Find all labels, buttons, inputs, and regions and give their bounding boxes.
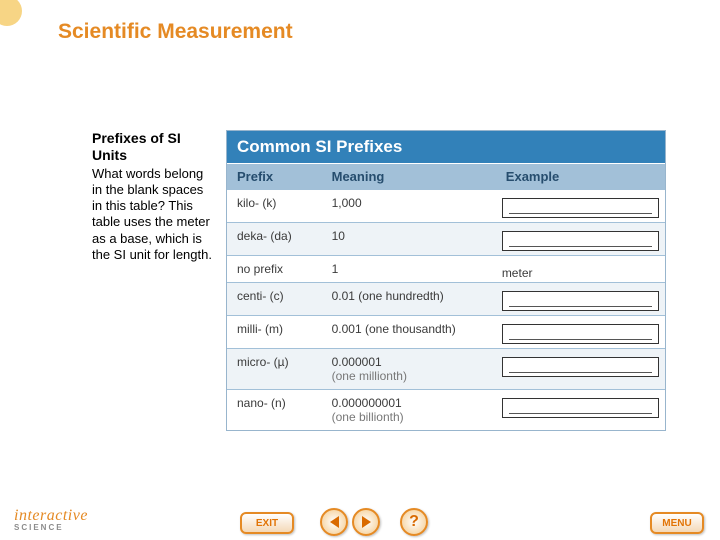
blank-input[interactable] [502,231,659,251]
table-row: micro- (µ)0.000001(one millionth) [227,348,665,389]
table-row: milli- (m)0.001 (one thousandth) [227,315,665,348]
table-row: centi- (c)0.01 (one hundredth) [227,282,665,315]
cell-meaning: 1,000 [322,190,496,222]
help-button[interactable]: ? [400,508,428,536]
cell-example[interactable] [496,283,665,315]
cell-meaning: 1 [322,256,496,282]
table-row: no prefix1 meter [227,255,665,282]
col-header-meaning: Meaning [322,164,496,189]
cell-meaning: 0.001 (one thousandth) [322,316,496,348]
col-header-example: Example [496,164,665,189]
cell-example[interactable] [496,316,665,348]
cell-example: meter [496,256,665,282]
cell-example[interactable] [496,190,665,222]
content-area: Prefixes of SI Units What words belong i… [92,130,672,431]
cell-prefix: nano- (n) [227,390,322,430]
cell-prefix: deka- (da) [227,223,322,255]
blank-input[interactable] [502,198,659,218]
blank-input[interactable] [502,357,659,377]
sidebar-body: What words belong in the blank spaces in… [92,166,216,264]
blank-input[interactable] [502,398,659,418]
cell-prefix: milli- (m) [227,316,322,348]
si-prefix-table: Common SI Prefixes Prefix Meaning Exampl… [226,130,666,431]
cell-example[interactable] [496,349,665,389]
table-row: deka- (da)10 [227,222,665,255]
blank-input[interactable] [502,291,659,311]
table-header-row: Prefix Meaning Example [227,163,665,189]
cell-example[interactable] [496,223,665,255]
sidebar-heading: Prefixes of SI Units [92,130,216,164]
corner-decoration [0,0,112,120]
page-title: Scientific Measurement [58,20,293,44]
footer-bar: interactive SCIENCE EXIT ? MENU [0,500,720,540]
exit-button[interactable]: EXIT [240,512,294,534]
cell-prefix: no prefix [227,256,322,282]
deco-circle [0,0,22,26]
cell-prefix: centi- (c) [227,283,322,315]
cell-prefix: micro- (µ) [227,349,322,389]
cell-meaning: 0.000001(one millionth) [322,349,496,389]
cell-meaning: 10 [322,223,496,255]
sidebar-text: Prefixes of SI Units What words belong i… [92,130,226,263]
cell-example[interactable] [496,390,665,430]
col-header-prefix: Prefix [227,164,322,189]
next-button[interactable] [352,508,380,536]
example-text: meter [502,262,659,280]
table-row: kilo- (k)1,000 [227,189,665,222]
cell-meaning: 0.000000001(one billionth) [322,390,496,430]
table-row: nano- (n)0.000000001(one billionth) [227,389,665,430]
blank-input[interactable] [502,324,659,344]
cell-prefix: kilo- (k) [227,190,322,222]
brand-logo: interactive SCIENCE [14,507,88,532]
prev-button[interactable] [320,508,348,536]
table-title: Common SI Prefixes [227,131,665,163]
menu-button[interactable]: MENU [650,512,704,534]
cell-meaning: 0.01 (one hundredth) [322,283,496,315]
